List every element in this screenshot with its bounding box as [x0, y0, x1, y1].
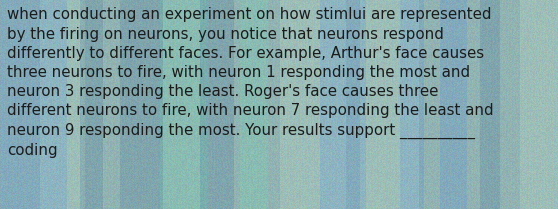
- Text: when conducting an experiment on how stimlui are represented
by the firing on ne: when conducting an experiment on how sti…: [7, 7, 493, 158]
